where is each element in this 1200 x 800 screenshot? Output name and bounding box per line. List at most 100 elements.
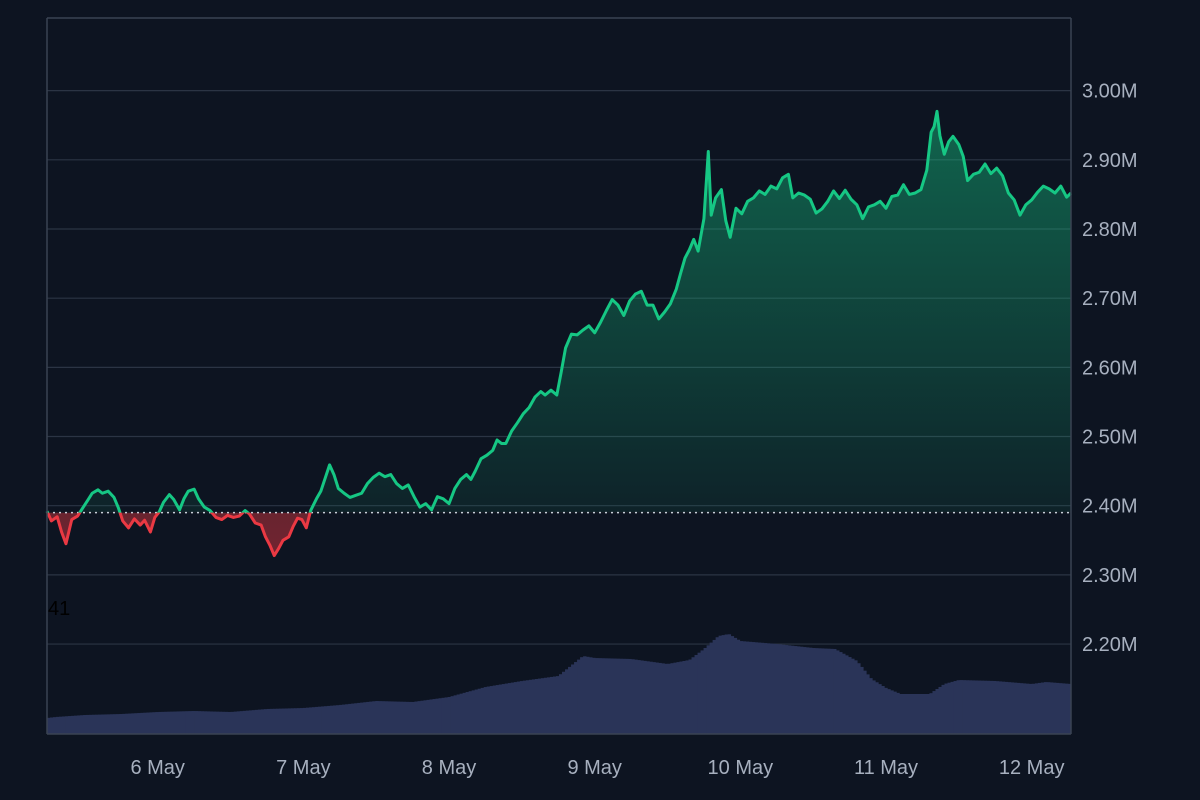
volume-bar: [248, 710, 253, 734]
volume-bar: [670, 663, 674, 734]
volume-bar: [348, 703, 352, 734]
volume-bar: [459, 693, 464, 734]
volume-bar: [799, 646, 804, 734]
volume-bar: [299, 708, 304, 734]
volume-bar: [378, 701, 382, 734]
volume-bar: [92, 714, 96, 734]
volume-bar: [763, 643, 768, 734]
volume-bar: [477, 688, 482, 734]
volume-bar: [456, 694, 461, 734]
volume-bar: [402, 701, 406, 734]
volume-bar: [715, 637, 720, 734]
volume-bar: [492, 685, 497, 734]
annotation-label: 41: [48, 598, 70, 620]
volume-bar: [610, 658, 614, 734]
volume-bar: [980, 680, 985, 734]
volume-bar: [896, 692, 900, 734]
volume-bar: [450, 696, 454, 734]
volume-bar: [751, 642, 756, 734]
volume-bar: [555, 676, 560, 734]
volume-bar: [507, 683, 512, 734]
volume-bar: [245, 710, 250, 734]
volume-bar: [191, 711, 195, 734]
volume-bar: [658, 662, 662, 734]
volume-bar: [860, 666, 864, 734]
volume-bar: [781, 644, 786, 734]
volume-bar: [1013, 682, 1018, 734]
volume-bar: [625, 658, 629, 734]
volume-bar: [239, 711, 244, 734]
volume-bar: [224, 711, 229, 734]
volume-bar: [182, 711, 186, 734]
volume-bar: [884, 687, 888, 734]
volume-bar: [465, 692, 470, 734]
volume-bar: [447, 696, 451, 734]
volume-bar: [113, 714, 117, 734]
volume-bar: [387, 701, 391, 734]
volume-bar: [411, 701, 415, 734]
y-tick-label: 2.80M: [1082, 219, 1138, 241]
volume-bar: [179, 711, 183, 734]
volume-bar: [471, 690, 476, 734]
volume-bar: [453, 695, 457, 734]
volume-bar: [805, 647, 810, 734]
volume-bar: [935, 689, 939, 734]
volume-bar: [833, 648, 837, 734]
volume-bar: [309, 707, 313, 734]
volume-bar: [125, 713, 129, 734]
volume-bar: [1061, 683, 1066, 734]
volume-bar: [616, 658, 620, 734]
volume-bar: [468, 691, 473, 734]
volume-bar: [71, 715, 75, 734]
x-tick-label: 10 May: [708, 757, 774, 779]
volume-bar: [101, 714, 105, 734]
volume-bar: [640, 660, 644, 734]
volume-bar: [372, 701, 376, 734]
volume-bar: [269, 708, 274, 734]
volume-bar: [902, 694, 906, 734]
volume-bar: [697, 652, 701, 734]
volume-bar: [233, 711, 238, 734]
volume-bar: [839, 652, 843, 734]
volume-bar: [571, 664, 575, 734]
volume-bar: [284, 708, 289, 734]
volume-bar: [703, 647, 707, 734]
volume-bar: [881, 685, 885, 734]
y-tick-label: 2.50M: [1082, 427, 1138, 449]
volume-bar: [381, 701, 385, 734]
x-tick-label: 8 May: [422, 757, 476, 779]
volume-bar: [986, 680, 991, 734]
volume-bar: [56, 716, 60, 734]
volume-bar: [574, 662, 578, 734]
volume-bar: [908, 694, 912, 734]
volume-bar: [354, 703, 358, 734]
x-tick-label: 6 May: [130, 757, 184, 779]
volume-bar: [1046, 682, 1051, 734]
volume-bar: [59, 716, 63, 734]
volume-bar: [727, 634, 732, 734]
volume-bar: [336, 705, 340, 734]
volume-bar: [251, 710, 256, 734]
volume-bar: [357, 702, 361, 734]
volume-bar: [932, 691, 936, 734]
volume-bar: [842, 653, 846, 734]
volume-bar: [197, 711, 201, 734]
volume-bar: [498, 684, 503, 734]
volume-bar: [866, 674, 870, 734]
volume-bar: [342, 704, 346, 734]
volume-bar: [778, 644, 783, 734]
volume-bar: [661, 663, 665, 734]
volume-bar: [50, 717, 54, 734]
volume-bar: [104, 714, 108, 734]
volume-bar: [875, 682, 879, 734]
volume-bar: [345, 704, 349, 734]
volume-bar: [589, 657, 593, 734]
volume-bar: [848, 657, 852, 734]
volume-bar: [1064, 683, 1069, 734]
volume-bar: [854, 660, 858, 734]
x-tick-label: 11 May: [854, 757, 918, 779]
volume-bar: [134, 713, 138, 734]
volume-bar: [1004, 681, 1009, 734]
volume-bar: [1022, 683, 1027, 734]
